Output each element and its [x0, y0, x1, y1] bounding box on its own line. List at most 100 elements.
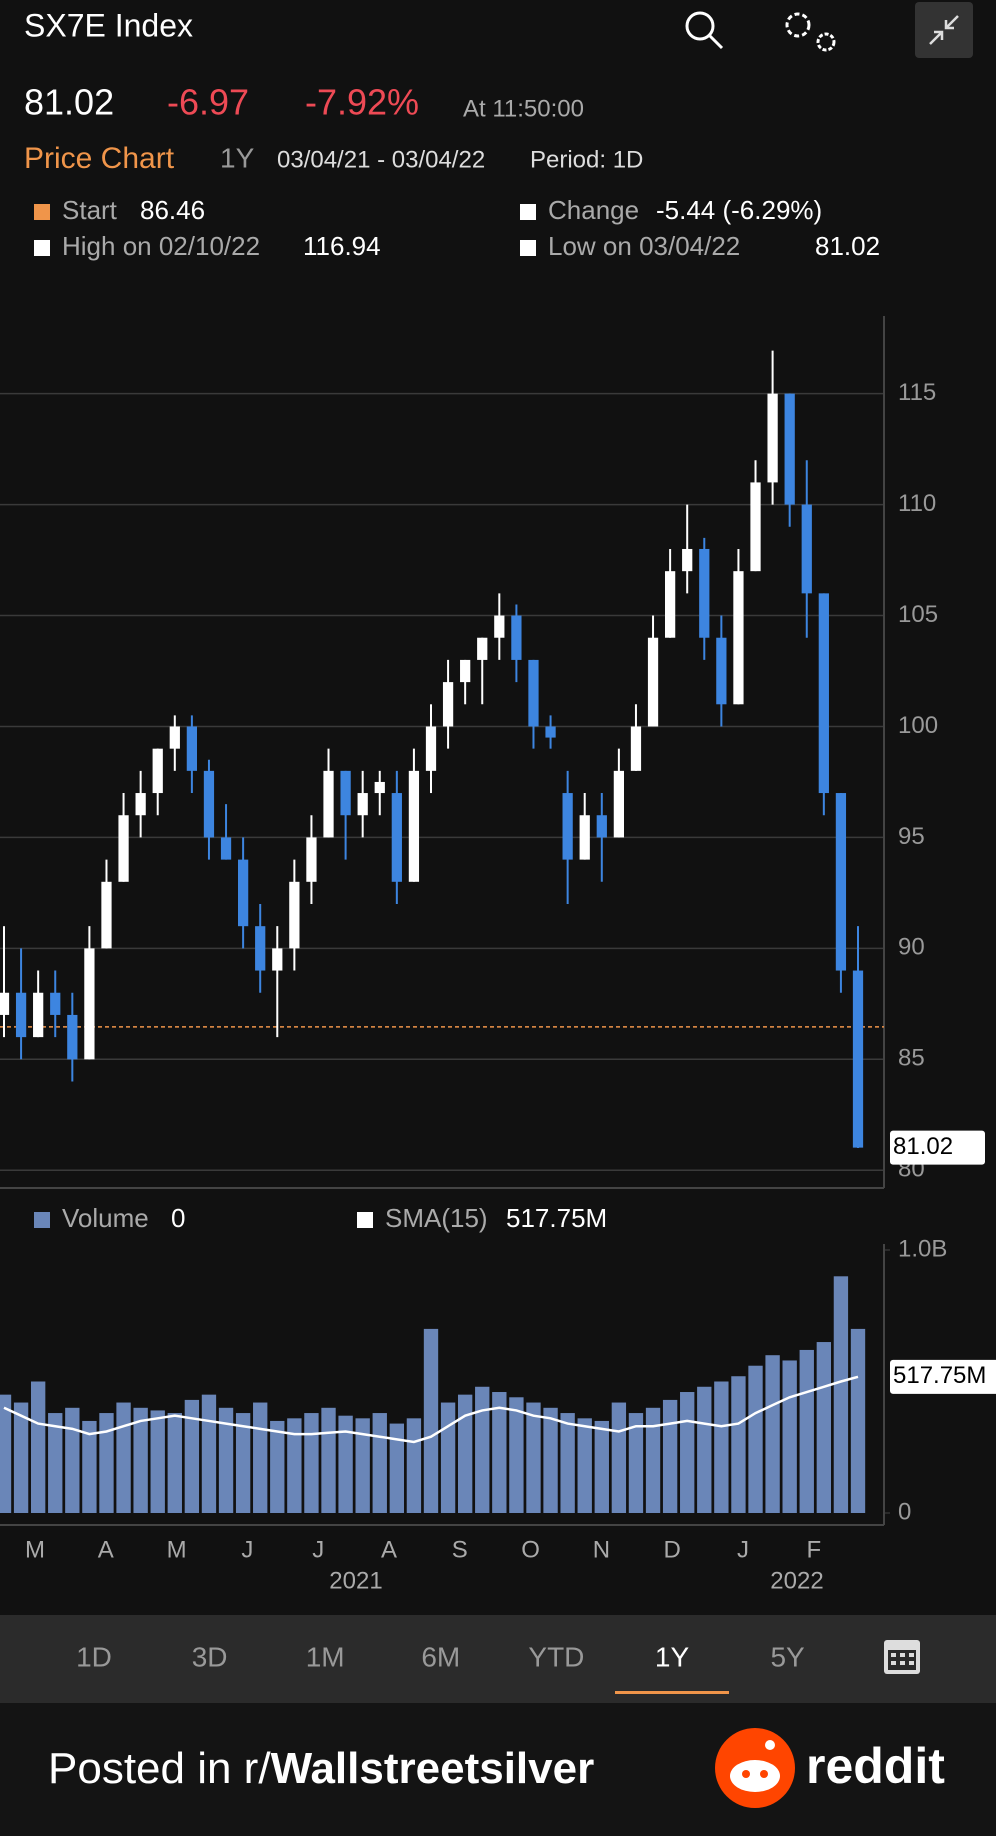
dates: 03/04/21 - 03/04/22 [277, 146, 485, 173]
volume-bar [833, 1276, 849, 1513]
candle-body [767, 393, 778, 483]
volume-bar [184, 1399, 200, 1513]
candle-body [220, 837, 232, 860]
volume-bar [799, 1349, 814, 1513]
posted: Posted in r/ [48, 1744, 271, 1793]
x-tick-label: M [25, 1536, 45, 1563]
candle-body [699, 548, 710, 638]
candle-body [272, 948, 283, 971]
tab[interactable]: 1M [306, 1641, 345, 1672]
candle-body [50, 992, 61, 1015]
collapse-button[interactable] [915, 2, 973, 58]
legend-label: Low on 03/04/22 [548, 231, 740, 261]
volume-bar [560, 1413, 575, 1513]
volume-bar [82, 1420, 97, 1513]
legend-label: SMA(15) [385, 1203, 488, 1233]
x-tick-label: J [241, 1536, 253, 1563]
legend-swatch [34, 204, 50, 220]
last-price-label: 81.02 [893, 1133, 953, 1160]
x-tick-label: J [737, 1536, 749, 1563]
reddit-logo [715, 1728, 795, 1808]
volume-bar [440, 1402, 456, 1513]
candle-body [562, 793, 573, 860]
y-tick-label: 90 [898, 934, 925, 961]
range: 1Y [220, 142, 255, 173]
subreddit[interactable]: Wallstreetsilver [271, 1744, 595, 1793]
candle-body [477, 637, 488, 660]
legend-value: 517.75M [506, 1203, 607, 1233]
volume-bar [475, 1386, 490, 1513]
nav-bar [0, 1615, 996, 1703]
y-tick-label: 1.0B [898, 1235, 947, 1262]
legend-swatch [357, 1212, 373, 1228]
candle-body [647, 637, 659, 727]
volume-bar [150, 1410, 165, 1513]
tab[interactable]: YTD [528, 1641, 584, 1672]
candle-body [255, 926, 266, 971]
candle-body [408, 770, 420, 882]
candle-body [545, 726, 556, 738]
tab[interactable]: 1Y [655, 1641, 690, 1672]
y-tick-label: 0 [898, 1498, 911, 1525]
volume-bar [816, 1342, 832, 1513]
candle-body [750, 482, 761, 572]
volume-bar [577, 1418, 592, 1513]
volume-bar [680, 1392, 695, 1513]
volume-bar [355, 1418, 370, 1513]
change: -6.97 [167, 82, 249, 123]
candle-body [511, 615, 522, 660]
candle-body [818, 593, 829, 794]
candle-body [340, 770, 351, 816]
legend-value: 0 [171, 1203, 185, 1233]
x-tick-label: M [167, 1536, 187, 1563]
candle-body [391, 793, 402, 882]
y-tick-label: 110 [898, 490, 936, 517]
time: At 11:50:00 [463, 95, 584, 122]
volume-bar [65, 1407, 80, 1513]
candle-body [374, 781, 385, 794]
volume-bar [0, 1394, 12, 1513]
x-tick-label: N [593, 1536, 610, 1563]
candle-body [323, 770, 334, 838]
tab[interactable]: 1D [76, 1641, 112, 1672]
candle-body [289, 881, 300, 949]
volume-bar [304, 1413, 319, 1513]
candle-body [118, 815, 129, 882]
calendar-icon[interactable] [884, 1640, 920, 1674]
legend-value: -5.44 (-6.29%) [656, 195, 822, 225]
candle-body [101, 881, 112, 949]
legend-swatch [520, 240, 536, 256]
volume-bar [697, 1386, 712, 1513]
sma-box [890, 1359, 996, 1394]
tab[interactable]: 5Y [770, 1641, 805, 1672]
search-icon[interactable] [685, 11, 724, 50]
legend-swatch [34, 1212, 50, 1228]
candle-body [716, 637, 727, 705]
volume-bar [218, 1407, 234, 1513]
tab[interactable]: 6M [421, 1641, 460, 1672]
x-tick-label: A [381, 1536, 397, 1563]
candle-body [630, 726, 642, 771]
x-tick-label: J [312, 1536, 324, 1563]
volume-bar [628, 1413, 644, 1513]
volume-bar [133, 1407, 148, 1513]
tab[interactable]: 3D [192, 1641, 228, 1672]
volume-bar [270, 1420, 285, 1513]
settings-icon[interactable] [785, 12, 836, 52]
last-price-box [890, 1130, 985, 1165]
candle-body [0, 992, 10, 1015]
candle-body [460, 659, 471, 683]
tab-underline [615, 1691, 729, 1694]
x-tick-label: S [452, 1536, 468, 1563]
chart-name: Price Chart [24, 142, 175, 175]
legend-label: Volume [62, 1203, 149, 1233]
candle-body [579, 815, 590, 860]
volume-bar [338, 1415, 353, 1513]
volume-bar [594, 1420, 609, 1513]
legend-value: 86.46 [140, 195, 205, 225]
candle-body [528, 659, 539, 727]
candle-body [67, 1014, 78, 1060]
